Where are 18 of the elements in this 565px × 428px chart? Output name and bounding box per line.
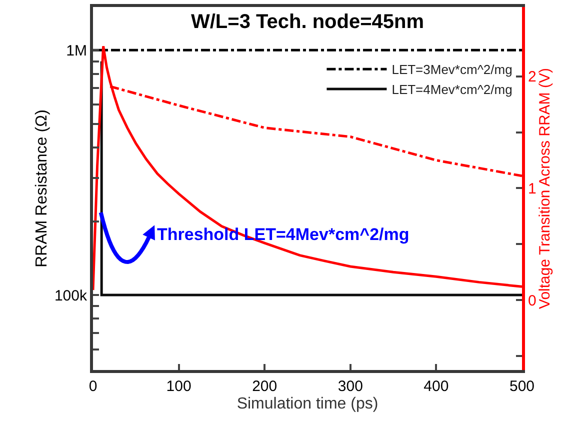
x-tick-label: 500 [509, 378, 535, 395]
legend-label: LET=3Mev*cm^2/mg [392, 62, 512, 78]
y2-tick-label: 1 [528, 180, 536, 198]
y2-tick-label: 2 [528, 68, 536, 86]
x-axis-title: Simulation time (ps) [236, 396, 378, 413]
x-tick-label: 400 [424, 378, 449, 395]
x-tick-label: 0 [88, 378, 98, 395]
y2-tick-label: 0 [528, 292, 536, 310]
x-tick-label: 200 [252, 378, 278, 395]
x-tick-label: 300 [338, 378, 363, 395]
legend-label: LET=4Mev*cm^2/mg [392, 82, 512, 98]
x-tick-label: 100 [166, 378, 192, 395]
y-tick-label: 100k [54, 287, 88, 304]
chart-title: W/L=3 Tech. node=45nm [191, 11, 424, 33]
y-tick-label: 1M [66, 42, 87, 60]
annotation: Threshold LET=4Mev*cm^2/mg [157, 225, 410, 244]
y-axis-title: RRAM Resistance (Ω) [33, 110, 50, 268]
y2-axis-title: Voltage Transition Across RRAM (V) [536, 68, 554, 309]
